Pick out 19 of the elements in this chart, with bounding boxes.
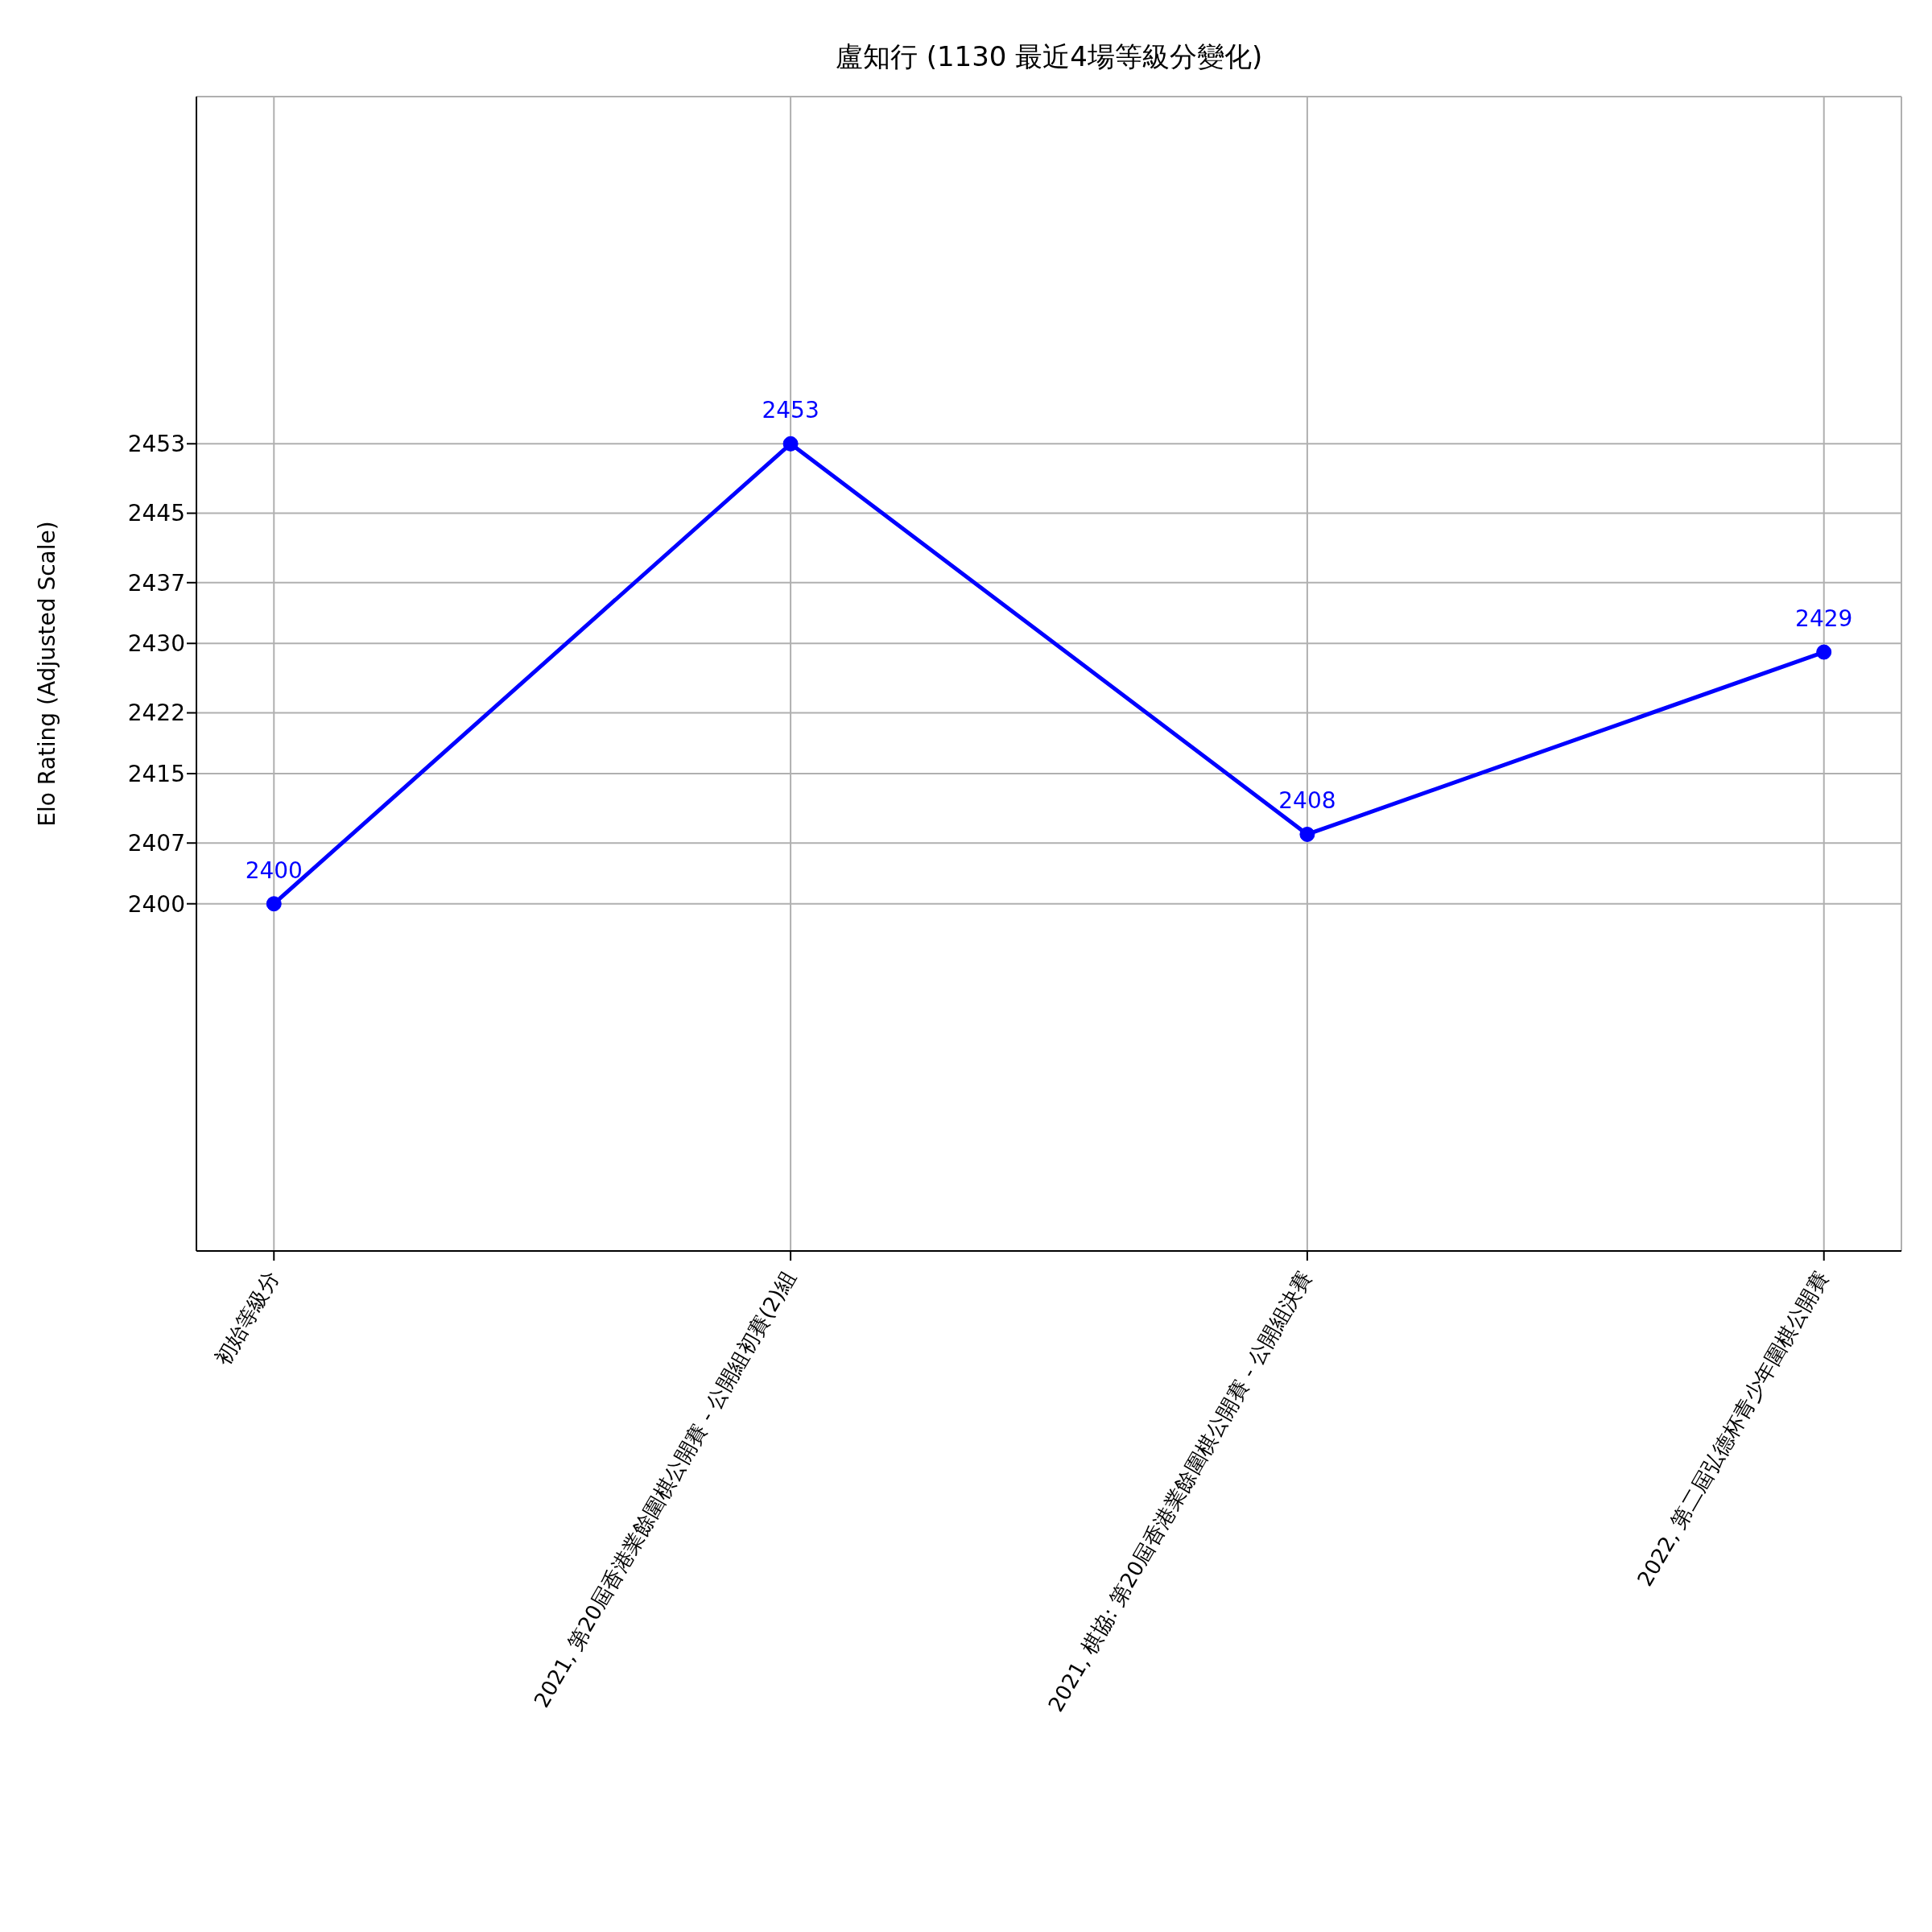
y-tick-label: 2422 xyxy=(127,700,185,727)
point xyxy=(1299,826,1315,842)
point xyxy=(782,436,799,452)
y-axis-title: Elo Rating (Adjusted Scale) xyxy=(33,521,60,827)
point xyxy=(266,896,282,912)
data-label: 2429 xyxy=(1795,605,1853,633)
y-tick-label: 2400 xyxy=(127,890,185,918)
point xyxy=(1816,644,1832,660)
y-tick-label: 2407 xyxy=(127,830,185,857)
chart-title: 盧知行 (1130 最近4場等級分變化) xyxy=(834,39,1264,74)
y-tick-label: 2415 xyxy=(127,760,185,787)
data-label: 2400 xyxy=(245,857,303,884)
y-tick-label: 2430 xyxy=(127,630,185,658)
y-tick-label: 2445 xyxy=(127,500,185,527)
data-label: 2408 xyxy=(1278,787,1336,815)
x-tick-label: 初始等級分 xyxy=(209,1266,283,1370)
data-label: 2453 xyxy=(762,397,819,424)
y-tick-label: 2437 xyxy=(127,569,185,597)
y-tick-label: 2453 xyxy=(127,431,185,458)
